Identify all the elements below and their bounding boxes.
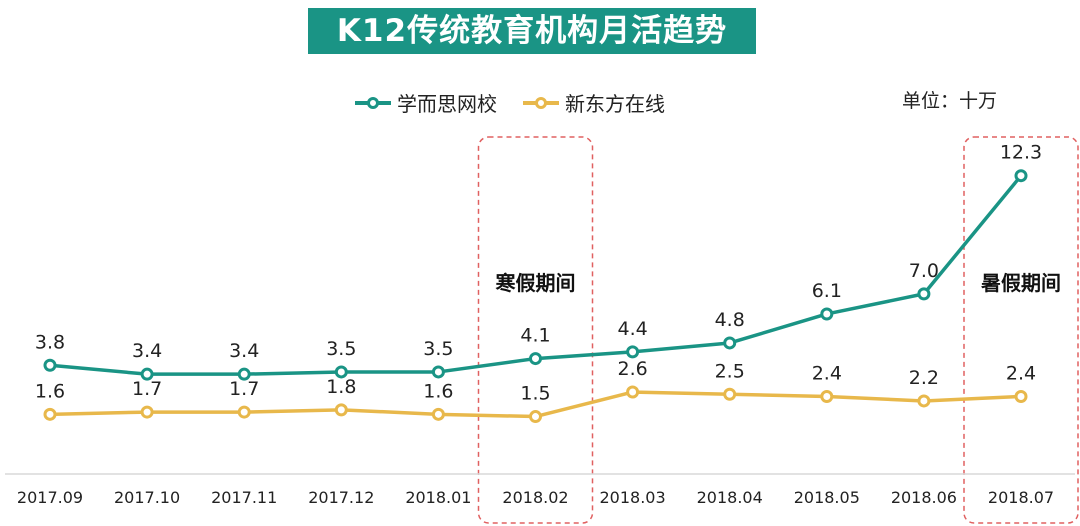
annotation-label-0: 寒假期间 [496,271,576,295]
data-label-1: 1.6 [35,380,65,402]
data-label-0: 3.5 [326,338,356,360]
data-label-1: 2.4 [812,362,842,384]
data-label-1: 2.2 [909,367,939,389]
data-label-1: 1.7 [132,378,162,400]
data-label-1: 1.6 [423,380,453,402]
data-point-0 [529,352,542,366]
data-label-0: 3.5 [423,338,453,360]
x-tick-label: 2018.01 [405,488,471,507]
x-tick-label: 2018.03 [600,488,666,507]
legend-swatch-teal [355,96,391,109]
data-point-0 [1014,169,1028,183]
data-label-1: 2.4 [1006,362,1036,384]
data-label-0: 3.8 [35,331,65,353]
data-label-1: 1.5 [520,383,550,405]
data-point-1 [140,405,154,419]
legend: 学而思网校 新东方在线 [355,88,665,117]
data-point-0 [431,365,445,379]
x-tick-label: 2018.02 [502,488,568,507]
chart-title: K12传统教育机构月活趋势 [308,8,756,54]
data-label-0: 12.3 [1000,142,1042,164]
data-point-1 [820,389,834,403]
data-label-0: 7.0 [909,260,939,282]
highlight-box-0 [477,136,594,524]
highlight-box-1 [963,136,1079,524]
data-point-0 [820,307,834,321]
legend-item-gold: 新东方在线 [523,88,665,117]
x-tick-label: 2018.04 [697,488,763,507]
data-label-1: 2.6 [617,358,647,380]
data-label-0: 4.8 [715,309,745,331]
data-point-1 [334,403,348,417]
data-point-0 [917,287,931,301]
x-tick-label: 2018.07 [988,488,1054,507]
data-point-1 [237,405,251,419]
data-label-0: 6.1 [812,280,842,302]
data-point-1 [1014,389,1028,403]
x-tick-label: 2017.12 [308,488,374,507]
data-point-1 [431,407,445,421]
data-point-1 [723,387,737,401]
x-tick-label: 2017.10 [114,488,180,507]
data-label-1: 1.8 [326,376,356,398]
data-label-1: 2.5 [715,360,745,382]
data-point-0 [723,336,737,350]
x-tick-label: 2017.09 [17,488,83,507]
legend-label-gold: 新东方在线 [565,92,665,116]
x-tick-label: 2017.11 [211,488,277,507]
data-point-0 [140,367,154,381]
data-label-0: 4.4 [617,318,647,340]
x-tick-label: 2018.05 [794,488,860,507]
legend-label-teal: 学而思网校 [397,92,497,116]
data-point-0 [43,358,57,372]
data-point-0 [334,365,348,379]
data-label-0: 3.4 [132,340,162,362]
unit-label: 单位：十万 [902,90,998,112]
data-point-1 [626,385,640,399]
data-label-0: 3.4 [229,340,259,362]
legend-item-teal: 学而思网校 [355,88,497,117]
legend-swatch-gold [523,96,559,109]
data-point-0 [626,345,640,359]
annotation-label-1: 暑假期间 [981,271,1061,295]
data-point-1 [917,394,931,408]
data-point-1 [43,407,57,421]
data-label-0: 4.1 [520,325,550,347]
data-label-1: 1.7 [229,378,259,400]
x-tick-label: 2018.06 [891,488,957,507]
data-point-1 [529,410,542,424]
data-point-0 [237,367,251,381]
